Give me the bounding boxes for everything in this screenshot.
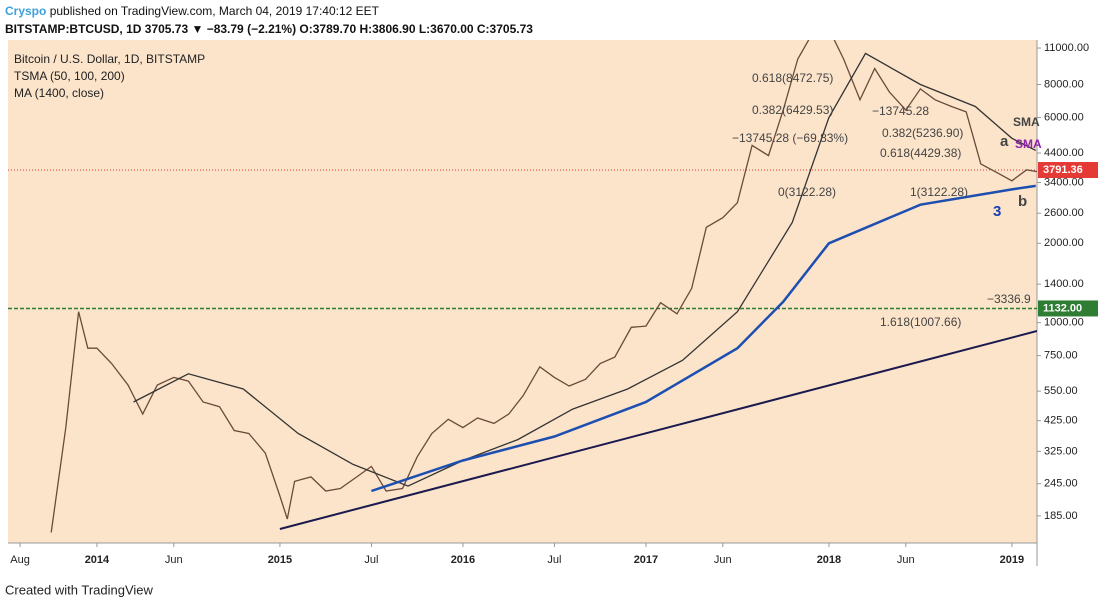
publish-line: Cryspo published on TradingView.com, Mar…: [5, 4, 379, 18]
y-tick-label: 1400.00: [1044, 278, 1084, 290]
footer: Created with TradingView: [5, 582, 154, 597]
x-tick-label: Jul: [547, 554, 561, 566]
x-tick-label: 2018: [817, 554, 841, 566]
x-tick-label: 2016: [451, 554, 475, 566]
y-tick-label: 245.00: [1044, 478, 1078, 490]
y-tick-label: 325.00: [1044, 445, 1078, 457]
series-line: [50, 40, 1037, 533]
x-tick-label: Jul: [364, 554, 378, 566]
brand: Cryspo: [5, 4, 47, 18]
y-tick-label: 2000.00: [1044, 237, 1084, 249]
x-tick-label: 2014: [85, 554, 110, 566]
y-tick-label: 11000.00: [1044, 42, 1089, 54]
series-line: [133, 52, 1036, 487]
chart-title: Bitcoin / U.S. Dollar, 1D, BITSTAMP: [14, 52, 205, 66]
annotation: 0.382(6429.53): [752, 103, 833, 117]
legend-entry: TSMA (50, 100, 200): [14, 69, 125, 83]
x-tick-label: Jun: [714, 554, 732, 566]
annotation: SMA: [1013, 115, 1040, 129]
plot-bg: [8, 40, 1037, 543]
x-tick-label: 2019: [1000, 554, 1024, 566]
annotation: 1.618(1007.66): [880, 315, 961, 329]
annotation: −13745.28 (−69.83%): [732, 131, 848, 145]
annotation: −13745.28: [872, 104, 929, 118]
x-tick-label: Jun: [165, 554, 183, 566]
annotation: 0.618(4429.38): [880, 146, 961, 160]
y-tick-label: 425.00: [1044, 415, 1078, 427]
plot: [8, 40, 1037, 533]
y-tick-label: 6000.00: [1044, 111, 1084, 123]
x-tick-label: 2015: [268, 554, 292, 566]
annotation: SMA: [1015, 137, 1042, 151]
legend-entry: MA (1400, close): [14, 86, 104, 100]
price-label: 1132.00: [1043, 302, 1082, 314]
annotation: 1(3122.28): [910, 185, 968, 199]
y-tick-label: 8000.00: [1044, 78, 1084, 90]
x-tick-label: Aug: [10, 554, 30, 566]
y-tick-label: 3400.00: [1044, 176, 1084, 188]
price-label: 3791.36: [1043, 164, 1083, 176]
annotation: 0.618(8472.75): [752, 71, 833, 85]
y-tick-label: 4400.00: [1044, 147, 1084, 159]
price-label-bg: [1038, 162, 1098, 179]
price-label-bg: [1038, 300, 1098, 317]
annotation: 3: [993, 203, 1001, 220]
publish-info: published on TradingView.com, March 04, …: [49, 4, 380, 18]
annotation: −3336.9: [987, 292, 1031, 306]
annotation: a: [1000, 133, 1009, 150]
y-tick-label: 750.00: [1044, 349, 1078, 361]
y-tick-label: 2600.00: [1044, 207, 1084, 219]
x-tick-label: Jun: [897, 554, 915, 566]
y-tick-label: 185.00: [1044, 510, 1078, 522]
y-tick-label: 1000.00: [1044, 317, 1084, 329]
y-tick-label: 550.00: [1044, 385, 1078, 397]
annotation: 0(3122.28): [778, 185, 836, 199]
annotation: 0.382(5236.90): [882, 126, 963, 140]
annotation: b: [1018, 193, 1027, 210]
series-line: [371, 184, 1036, 493]
symbol-line: BITSTAMP:BTCUSD, 1D 3705.73 ▼ −83.79 (−2…: [5, 22, 533, 36]
trendline: [279, 330, 1037, 530]
x-tick-label: 2017: [634, 554, 658, 566]
